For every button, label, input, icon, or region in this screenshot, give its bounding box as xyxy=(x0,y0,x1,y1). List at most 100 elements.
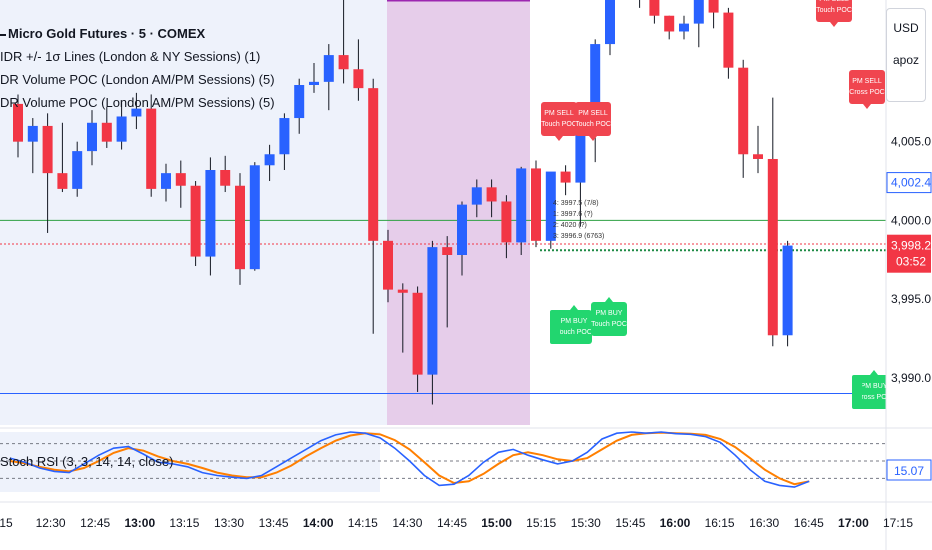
candle[interactable] xyxy=(782,240,793,347)
candle[interactable] xyxy=(738,59,749,178)
stoch-k-line xyxy=(9,431,810,488)
candle[interactable] xyxy=(649,0,660,24)
candle[interactable] xyxy=(708,0,719,29)
candle[interactable] xyxy=(87,110,97,166)
candle[interactable] xyxy=(323,44,334,111)
candle[interactable] xyxy=(575,122,586,227)
buy-signal-badge-pointer xyxy=(605,297,613,302)
currency-unit-button[interactable]: USD apoz xyxy=(886,8,926,102)
candle[interactable] xyxy=(264,144,275,182)
candle[interactable] xyxy=(116,102,127,150)
candle[interactable] xyxy=(309,62,319,93)
candle-body xyxy=(723,12,734,68)
candle[interactable] xyxy=(679,15,689,40)
candle[interactable] xyxy=(693,0,704,48)
candle[interactable] xyxy=(412,286,423,392)
level-label: 4: 3997.5 (7/8) xyxy=(553,200,599,207)
candle[interactable] xyxy=(146,94,157,197)
current-price-box xyxy=(886,172,932,194)
buy-signal-badge[interactable]: PM BUY Touch POC xyxy=(591,297,627,336)
candle[interactable] xyxy=(57,122,68,193)
stoch-rsi-label[interactable]: Stoch RSI (3, 3, 14, 14, close) xyxy=(0,454,174,469)
time-tick-label: 17:15 xyxy=(883,516,913,530)
time-tick-label: 14:45 xyxy=(437,516,467,530)
candle[interactable] xyxy=(457,201,467,276)
sell-signal-badge-text: Cross POC xyxy=(849,89,884,96)
candle[interactable] xyxy=(605,0,615,56)
candle[interactable] xyxy=(545,171,556,249)
price-tick-label: 3,995.0 xyxy=(891,292,931,306)
oscillator-value-label: 15.07 xyxy=(894,464,924,478)
candle[interactable] xyxy=(397,283,408,353)
candle[interactable] xyxy=(101,107,112,148)
candle[interactable] xyxy=(338,0,349,84)
symbol-title[interactable]: Micro Gold Futures · 5 · COMEX xyxy=(0,22,330,45)
candle[interactable] xyxy=(486,179,497,218)
sell-signal-badge[interactable]: PM SELL Touch POC xyxy=(575,102,611,141)
sell-signal-badge-text: Touch POC xyxy=(575,121,611,128)
candle[interactable] xyxy=(723,7,734,79)
candle[interactable] xyxy=(531,160,541,248)
time-tick-label: 16:00 xyxy=(660,516,691,530)
candle[interactable] xyxy=(471,179,482,218)
candle[interactable] xyxy=(353,39,364,101)
candle-body xyxy=(175,173,186,186)
candle[interactable] xyxy=(279,113,290,170)
candle[interactable] xyxy=(427,240,438,405)
sell-signal-badge[interactable]: PM SELL Touch POC xyxy=(541,102,577,141)
sell-signal-badge-text: Touch POC xyxy=(541,121,577,128)
candle[interactable] xyxy=(131,92,142,130)
candle-body xyxy=(205,170,216,257)
candle-body xyxy=(590,44,601,133)
candle[interactable] xyxy=(72,141,83,197)
sell-signal-badge-text: PM SELL xyxy=(852,78,882,85)
candle-body xyxy=(116,116,127,142)
buy-signal-badge[interactable]: PM BUY Cross POC xyxy=(856,370,892,409)
indicator-label-dr-poc-1[interactable]: DR Volume POC (London AM/PM Sessions) (5… xyxy=(0,72,275,87)
candle-body xyxy=(87,122,97,152)
candle[interactable] xyxy=(220,155,231,193)
candle[interactable] xyxy=(442,236,453,328)
candle-body xyxy=(767,158,778,336)
candle[interactable] xyxy=(27,118,38,174)
candle[interactable] xyxy=(753,125,763,174)
candle-body xyxy=(471,187,482,205)
buy-signal-badge-box xyxy=(556,310,592,344)
candle[interactable] xyxy=(590,39,601,163)
candle[interactable] xyxy=(767,97,778,347)
candle-body xyxy=(13,103,23,142)
candle[interactable] xyxy=(560,165,571,196)
buy-signal-badge-text: Touch POC xyxy=(591,321,627,328)
candle[interactable] xyxy=(235,173,245,285)
candle[interactable] xyxy=(383,229,393,303)
candle[interactable] xyxy=(664,15,675,40)
candle[interactable] xyxy=(635,0,645,8)
candle[interactable] xyxy=(516,166,527,255)
candle-body xyxy=(516,168,527,243)
buy-signal-badge-pointer xyxy=(870,370,878,375)
indicator-label-idr[interactable]: IDR +/- 1σ Lines (London & NY Sessions) … xyxy=(0,49,261,64)
buy-signal-badge[interactable]: PM BUY Touch POC xyxy=(556,305,592,344)
candle[interactable] xyxy=(501,195,512,259)
sell-signal-badge-text: PM SELL xyxy=(819,0,849,3)
candle-body xyxy=(545,171,556,241)
buy-signal-badge-text: PM BUY xyxy=(596,310,623,317)
buy-signal-badge-text: Cross POC xyxy=(856,394,891,401)
candle[interactable] xyxy=(42,113,53,233)
oscillator-session-background xyxy=(0,432,380,492)
indicator-label-dr-poc-2[interactable]: DR Volume POC (London AM/PM Sessions) (5… xyxy=(0,95,275,110)
candle[interactable] xyxy=(175,160,186,208)
candle[interactable] xyxy=(190,181,201,267)
candle-body xyxy=(486,187,497,202)
candle[interactable] xyxy=(249,162,260,271)
candle[interactable] xyxy=(161,163,171,202)
candle[interactable] xyxy=(368,78,379,334)
candle-body xyxy=(501,201,512,243)
sell-signal-badge[interactable]: PM SELL Cross POC xyxy=(849,70,885,109)
sell-signal-badge[interactable]: PM SELL Touch POC xyxy=(816,0,852,27)
candle[interactable] xyxy=(13,94,23,158)
candle-body xyxy=(383,240,393,290)
candle[interactable] xyxy=(205,157,216,276)
candle[interactable] xyxy=(294,78,305,134)
